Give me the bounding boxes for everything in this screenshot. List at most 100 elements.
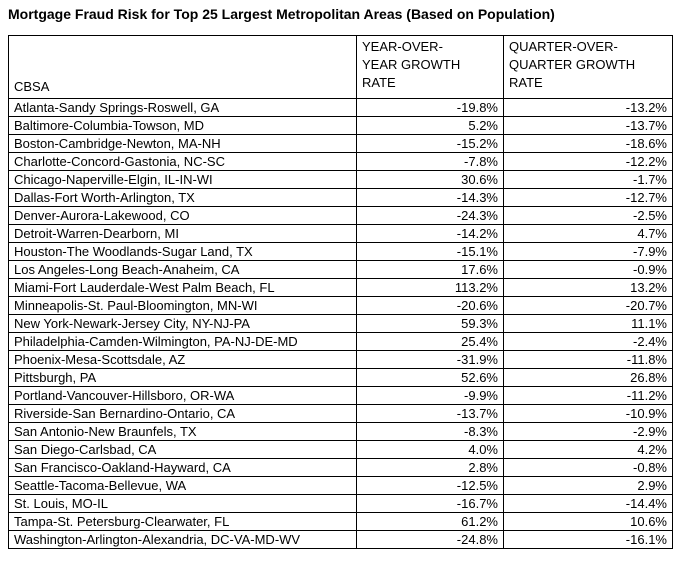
qoq-growth-cell: 11.1% <box>503 314 673 333</box>
table-row: Detroit-Warren-Dearborn, MI -14.2% 4.7% <box>8 224 673 243</box>
table-row: Los Angeles-Long Beach-Anaheim, CA 17.6% -… <box>8 260 673 279</box>
yoy-growth-cell: 61.2% <box>356 512 504 531</box>
qoq-growth-cell: -10.9% <box>503 404 673 423</box>
cbsa-cell: Minneapolis-St. Paul-Bloomington, MN-WI <box>8 296 357 315</box>
yoy-growth-cell: -19.8% <box>356 98 504 117</box>
qoq-growth-cell: -16.1% <box>503 530 673 549</box>
qoq-growth-cell: -0.8% <box>503 458 673 477</box>
table-row: Miami-Fort Lauderdale-West Palm Beach, F… <box>8 278 673 297</box>
cbsa-cell: Baltimore-Columbia-Towson, MD <box>8 116 357 135</box>
yoy-growth-cell: -14.3% <box>356 188 504 207</box>
cbsa-cell: San Diego-Carlsbad, CA <box>8 440 357 459</box>
yoy-growth-cell: -9.9% <box>356 386 504 405</box>
qoq-growth-cell: 13.2% <box>503 278 673 297</box>
cbsa-cell: Portland-Vancouver-Hillsboro, OR-WA <box>8 386 357 405</box>
cbsa-cell: Washington-Arlington-Alexandria, DC-VA-M… <box>8 530 357 549</box>
cbsa-cell: Phoenix-Mesa-Scottsdale, AZ <box>8 350 357 369</box>
table-row: Baltimore-Columbia-Towson, MD 5.2% -13.7% <box>8 116 673 135</box>
yoy-growth-cell: 30.6% <box>356 170 504 189</box>
yoy-growth-cell: 2.8% <box>356 458 504 477</box>
yoy-growth-cell: -7.8% <box>356 152 504 171</box>
qoq-growth-cell: -20.7% <box>503 296 673 315</box>
table-row: Atlanta-Sandy Springs-Roswell, GA -19.8% -… <box>8 98 673 117</box>
qoq-growth-cell: -13.7% <box>503 116 673 135</box>
qoq-growth-cell: 4.2% <box>503 440 673 459</box>
cbsa-cell: Denver-Aurora-Lakewood, CO <box>8 206 357 225</box>
column-header-cbsa: CBSA <box>8 35 357 99</box>
yoy-growth-cell: -20.6% <box>356 296 504 315</box>
qoq-growth-cell: -12.2% <box>503 152 673 171</box>
table-body: Atlanta-Sandy Springs-Roswell, GA -19.8% -… <box>8 98 673 549</box>
table-row: Minneapolis-St. Paul-Bloomington, MN-WI -… <box>8 296 673 315</box>
qoq-growth-cell: -1.7% <box>503 170 673 189</box>
table-row: Denver-Aurora-Lakewood, CO -24.3% -2.5% <box>8 206 673 225</box>
yoy-growth-cell: -12.5% <box>356 476 504 495</box>
qoq-growth-cell: -14.4% <box>503 494 673 513</box>
cbsa-cell: Pittsburgh, PA <box>8 368 357 387</box>
qoq-growth-cell: 2.9% <box>503 476 673 495</box>
yoy-growth-cell: 4.0% <box>356 440 504 459</box>
yoy-growth-cell: 59.3% <box>356 314 504 333</box>
qoq-growth-cell: 10.6% <box>503 512 673 531</box>
yoy-growth-cell: -14.2% <box>356 224 504 243</box>
table-row: Pittsburgh, PA 52.6% 26.8% <box>8 368 673 387</box>
qoq-growth-cell: -13.2% <box>503 98 673 117</box>
yoy-growth-cell: -16.7% <box>356 494 504 513</box>
qoq-growth-cell: 26.8% <box>503 368 673 387</box>
yoy-growth-cell: 113.2% <box>356 278 504 297</box>
yoy-growth-cell: 5.2% <box>356 116 504 135</box>
table-row: Riverside-San Bernardino-Ontario, CA -13.… <box>8 404 673 423</box>
qoq-growth-cell: -0.9% <box>503 260 673 279</box>
yoy-growth-cell: 52.6% <box>356 368 504 387</box>
table-row: Houston-The Woodlands-Sugar Land, TX -15.… <box>8 242 673 261</box>
fraud-risk-table: CBSA YEAR-OVER- YEAR GROWTH RATE QUARTER… <box>8 35 673 549</box>
yoy-growth-cell: 25.4% <box>356 332 504 351</box>
table-row: Charlotte-Concord-Gastonia, NC-SC -7.8% -1… <box>8 152 673 171</box>
table-row: Dallas-Fort Worth-Arlington, TX -14.3% -12… <box>8 188 673 207</box>
cbsa-cell: San Antonio-New Braunfels, TX <box>8 422 357 441</box>
cbsa-cell: San Francisco-Oakland-Hayward, CA <box>8 458 357 477</box>
cbsa-cell: Seattle-Tacoma-Bellevue, WA <box>8 476 357 495</box>
qoq-growth-cell: -2.4% <box>503 332 673 351</box>
table-row: St. Louis, MO-IL -16.7% -14.4% <box>8 494 673 513</box>
qoq-growth-cell: -2.9% <box>503 422 673 441</box>
yoy-growth-cell: -15.2% <box>356 134 504 153</box>
yoy-growth-cell: -15.1% <box>356 242 504 261</box>
table-row: San Antonio-New Braunfels, TX -8.3% -2.9% <box>8 422 673 441</box>
table-row: Tampa-St. Petersburg-Clearwater, FL 61.2%… <box>8 512 673 531</box>
cbsa-cell: Los Angeles-Long Beach-Anaheim, CA <box>8 260 357 279</box>
cbsa-cell: Miami-Fort Lauderdale-West Palm Beach, F… <box>8 278 357 297</box>
cbsa-cell: Charlotte-Concord-Gastonia, NC-SC <box>8 152 357 171</box>
column-header-yoy-growth-rate: YEAR-OVER- YEAR GROWTH RATE <box>356 35 504 99</box>
cbsa-cell: Philadelphia-Camden-Wilmington, PA-NJ-DE… <box>8 332 357 351</box>
cbsa-cell: Dallas-Fort Worth-Arlington, TX <box>8 188 357 207</box>
yoy-growth-cell: 17.6% <box>356 260 504 279</box>
table-row: Seattle-Tacoma-Bellevue, WA -12.5% 2.9% <box>8 476 673 495</box>
cbsa-cell: Houston-The Woodlands-Sugar Land, TX <box>8 242 357 261</box>
cbsa-cell: New York-Newark-Jersey City, NY-NJ-PA <box>8 314 357 333</box>
cbsa-cell: Riverside-San Bernardino-Ontario, CA <box>8 404 357 423</box>
table-row: Chicago-Naperville-Elgin, IL-IN-WI 30.6% -… <box>8 170 673 189</box>
cbsa-cell: Tampa-St. Petersburg-Clearwater, FL <box>8 512 357 531</box>
cbsa-cell: Atlanta-Sandy Springs-Roswell, GA <box>8 98 357 117</box>
yoy-growth-cell: -13.7% <box>356 404 504 423</box>
cbsa-cell: Chicago-Naperville-Elgin, IL-IN-WI <box>8 170 357 189</box>
table-header: CBSA YEAR-OVER- YEAR GROWTH RATE QUARTER… <box>8 35 673 99</box>
qoq-growth-cell: -2.5% <box>503 206 673 225</box>
yoy-growth-cell: -24.8% <box>356 530 504 549</box>
table-row: Boston-Cambridge-Newton, MA-NH -15.2% -18.… <box>8 134 673 153</box>
table-row: San Diego-Carlsbad, CA 4.0% 4.2% <box>8 440 673 459</box>
table-row: Philadelphia-Camden-Wilmington, PA-NJ-DE… <box>8 332 673 351</box>
table-row: New York-Newark-Jersey City, NY-NJ-PA 59.… <box>8 314 673 333</box>
cbsa-cell: Detroit-Warren-Dearborn, MI <box>8 224 357 243</box>
header-row: CBSA YEAR-OVER- YEAR GROWTH RATE QUARTER… <box>8 35 673 99</box>
qoq-growth-cell: -11.8% <box>503 350 673 369</box>
table-row: Washington-Arlington-Alexandria, DC-VA-M… <box>8 530 673 549</box>
table-row: Portland-Vancouver-Hillsboro, OR-WA -9.9%… <box>8 386 673 405</box>
yoy-growth-cell: -31.9% <box>356 350 504 369</box>
yoy-growth-cell: -24.3% <box>356 206 504 225</box>
qoq-growth-cell: 4.7% <box>503 224 673 243</box>
qoq-growth-cell: -12.7% <box>503 188 673 207</box>
cbsa-cell: Boston-Cambridge-Newton, MA-NH <box>8 134 357 153</box>
